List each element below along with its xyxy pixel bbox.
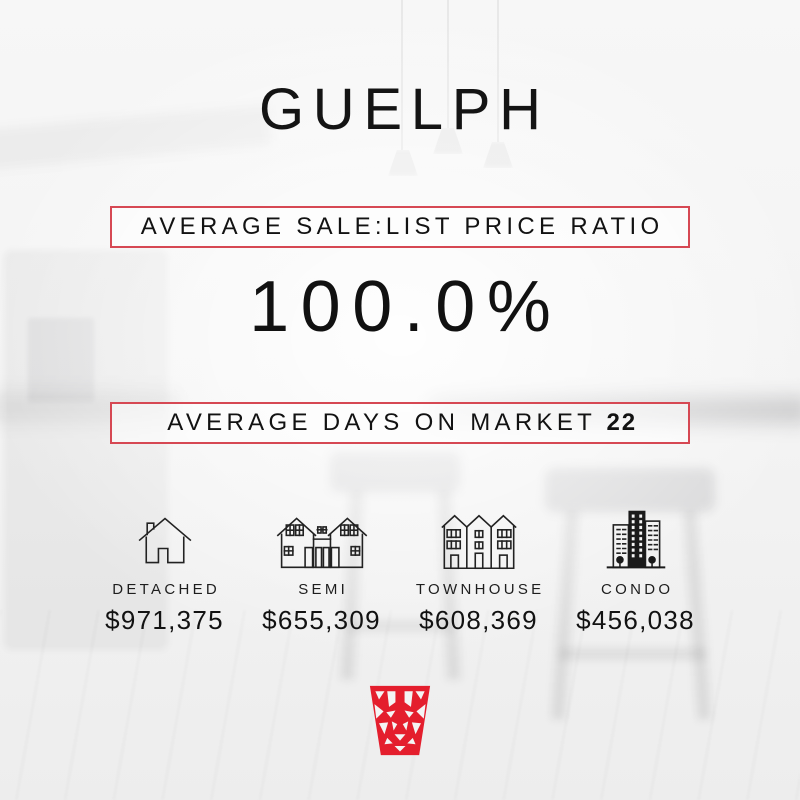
condo-towers-icon bbox=[602, 496, 670, 572]
days-on-market-value: 22 bbox=[606, 409, 638, 436]
red-lion-crest-logo bbox=[367, 684, 433, 762]
property-type-label: DETACHED bbox=[112, 581, 221, 598]
semi-detached-house-icon bbox=[274, 496, 370, 572]
property-column-semi: SEMI $655,309 bbox=[243, 496, 400, 636]
townhouse-row-icon bbox=[439, 496, 519, 572]
sale-list-ratio-value: 100.0% bbox=[249, 267, 563, 347]
property-column-detached: DETACHED $971,375 bbox=[86, 496, 243, 636]
page-title: GUELPH bbox=[258, 77, 550, 142]
sale-list-ratio-band: AVERAGE SALE:LIST PRICE RATIO bbox=[110, 206, 690, 248]
property-price: $456,038 bbox=[576, 605, 695, 635]
property-type-label: CONDO bbox=[600, 581, 674, 598]
days-on-market-band: AVERAGE DAYS ON MARKET 22 bbox=[110, 402, 690, 444]
property-price-grid: DETACHED $971,375 bbox=[86, 496, 714, 636]
property-price: $971,375 bbox=[105, 605, 224, 635]
property-column-townhouse: TOWNHOUSE $608,369 bbox=[400, 496, 557, 636]
property-type-label: SEMI bbox=[298, 581, 349, 598]
property-price: $655,309 bbox=[262, 605, 381, 635]
property-column-condo: CONDO $456,038 bbox=[557, 496, 714, 636]
property-type-label: TOWNHOUSE bbox=[415, 581, 545, 598]
sale-list-ratio-label: AVERAGE SALE:LIST PRICE RATIO bbox=[140, 213, 664, 240]
detached-house-icon bbox=[135, 496, 195, 572]
days-on-market-label: AVERAGE DAYS ON MARKET bbox=[167, 409, 597, 436]
property-price: $608,369 bbox=[419, 605, 538, 635]
